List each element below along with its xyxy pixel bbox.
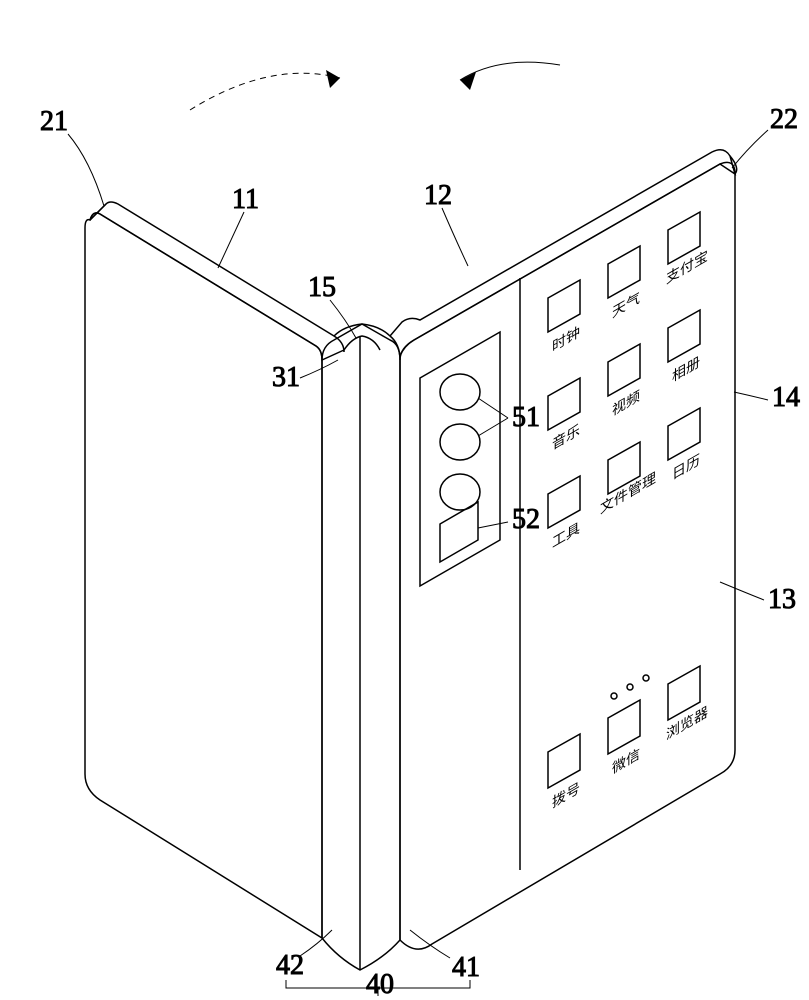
app-label: 微信: [612, 746, 640, 778]
app-icon: 文件管理: [600, 442, 656, 518]
figure-svg: 时钟 天气 支付宝 音乐 视频 相册 工具 文件管理: [0, 0, 809, 1000]
refnum-52: 52: [512, 504, 540, 535]
refnum-40: 40: [366, 969, 394, 1000]
refnum-42: 42: [276, 950, 304, 981]
refnum-22: 22: [770, 104, 798, 135]
refnum-13: 13: [768, 584, 796, 615]
app-icon: 工具: [548, 476, 580, 552]
app-label: 天气: [612, 290, 640, 322]
fold-arrows: [190, 62, 560, 110]
app-label: 拨号: [552, 780, 580, 812]
refnum-21: 21: [40, 106, 68, 137]
page-dots: [611, 675, 649, 699]
app-icon: 天气: [608, 246, 640, 322]
app-icon: 日历: [668, 408, 700, 484]
refnum-14: 14: [772, 382, 800, 413]
camera-module: [420, 332, 500, 586]
app-icon: 相册: [668, 310, 700, 386]
refnum-51: 51: [512, 402, 540, 433]
app-icon: 支付宝: [666, 212, 708, 288]
app-icon: 拨号: [548, 734, 580, 812]
left-body: [85, 202, 344, 938]
app-icon: 微信: [608, 700, 640, 778]
app-label: 视频: [612, 388, 640, 420]
camera-flash-icon: [440, 502, 478, 562]
app-label: 日历: [672, 452, 700, 484]
app-label: 音乐: [552, 422, 580, 454]
app-label: 工具: [552, 521, 580, 552]
refnum-12: 12: [424, 180, 452, 211]
app-icon: 时钟: [548, 280, 580, 356]
app-icon: 浏览器: [666, 666, 708, 744]
refnum-31: 31: [272, 362, 300, 393]
app-grid: 时钟 天气 支付宝 音乐 视频 相册 工具 文件管理: [548, 212, 708, 812]
refnum-11: 11: [232, 184, 259, 215]
app-label: 相册: [672, 354, 700, 386]
app-label: 时钟: [552, 324, 580, 356]
hinge-spine: [322, 324, 400, 970]
refnum-41: 41: [452, 952, 480, 983]
app-icon: 音乐: [548, 378, 580, 454]
refnum-15: 15: [308, 272, 336, 303]
app-icon: 视频: [608, 344, 640, 420]
camera-lens-icon: [440, 424, 480, 460]
camera-lens-icon: [440, 374, 480, 410]
